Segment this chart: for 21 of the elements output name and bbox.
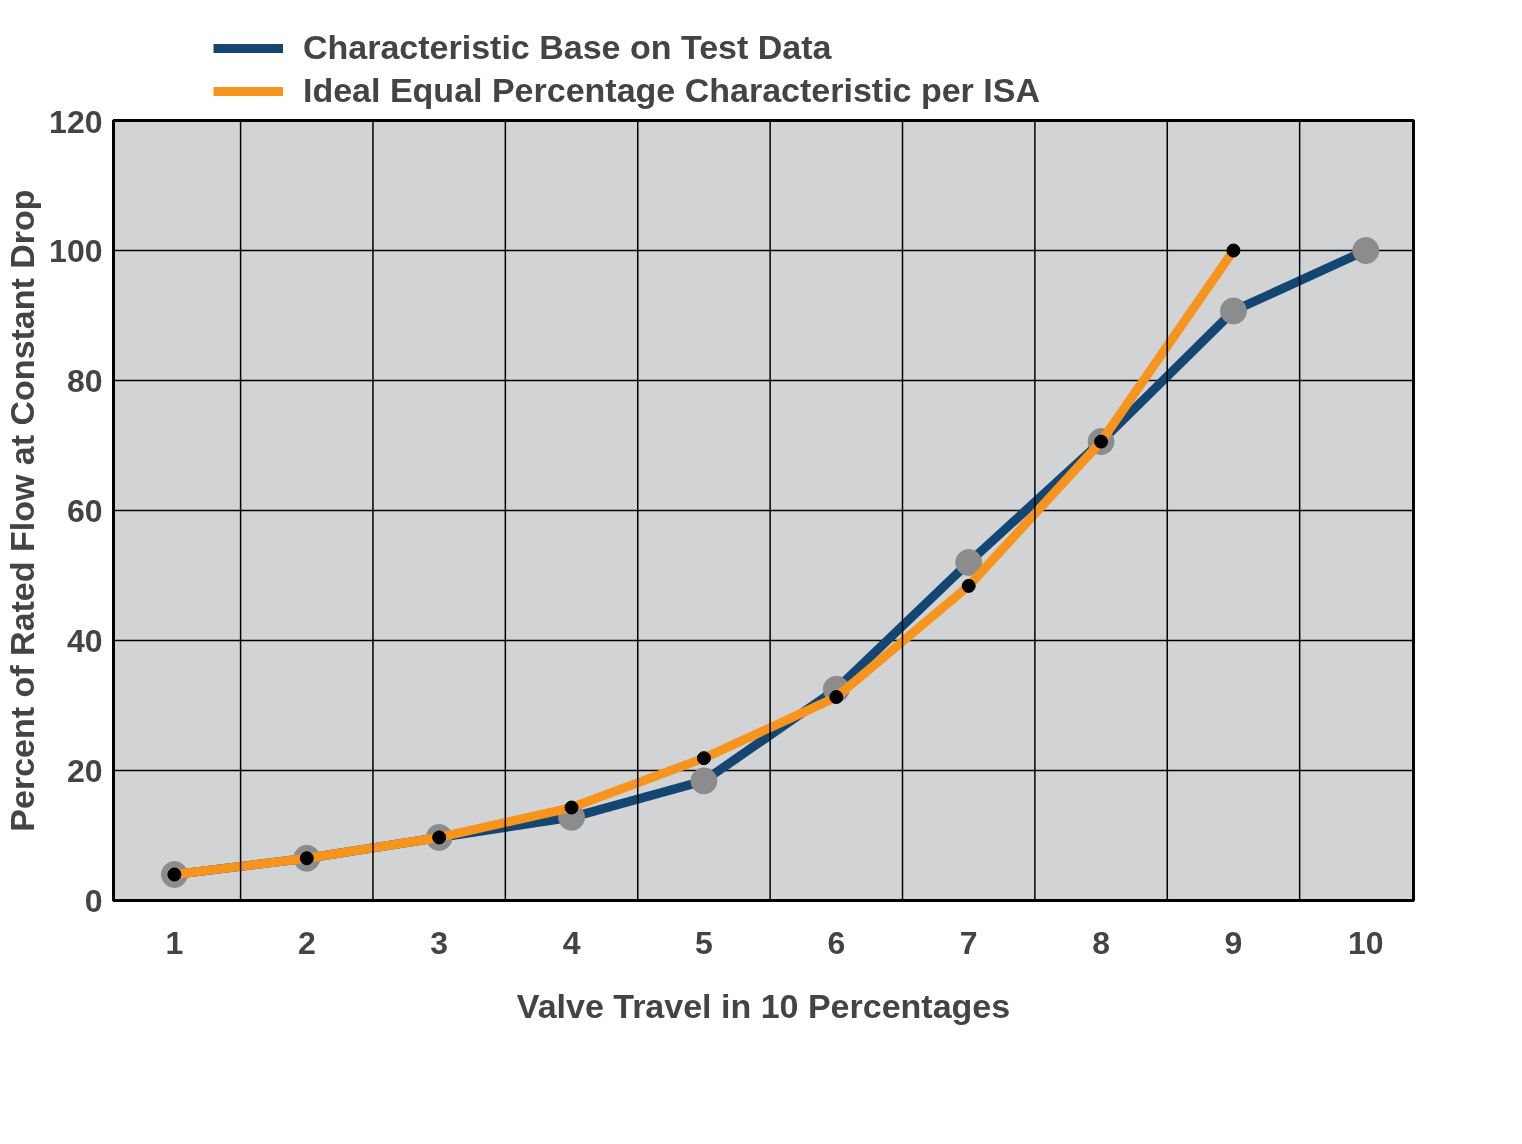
y-tick-label: 120 — [49, 103, 103, 140]
y-axis-title: Percent of Rated Flow at Constant Drop — [3, 189, 42, 832]
legend-label: Characteristic Base on Test Data — [303, 28, 832, 67]
legend-label: Ideal Equal Percentage Characteristic per ISA — [303, 71, 1040, 110]
x-tick-label: 1 — [165, 924, 184, 961]
y-tick-label: 60 — [66, 492, 103, 529]
x-tick-label: 9 — [1224, 924, 1243, 961]
x-tick-label: 8 — [1092, 924, 1110, 961]
y-tick-label: 100 — [49, 232, 103, 269]
x-tick-label: 4 — [562, 924, 581, 961]
x-tick-label: 3 — [430, 924, 449, 961]
x-tick-label: 7 — [959, 924, 978, 961]
x-axis-title: Valve Travel in 10 Percentages — [516, 986, 1011, 1025]
x-tick-label: 2 — [297, 924, 316, 961]
y-tick-label: 20 — [66, 752, 103, 789]
y-tick-label: 0 — [84, 882, 103, 919]
x-tick-label: 6 — [827, 924, 846, 961]
y-tick-label: 40 — [66, 622, 103, 659]
x-tick-label: 5 — [695, 924, 713, 961]
y-tick-label: 80 — [66, 362, 103, 399]
x-tick-label: 10 — [1348, 924, 1384, 961]
